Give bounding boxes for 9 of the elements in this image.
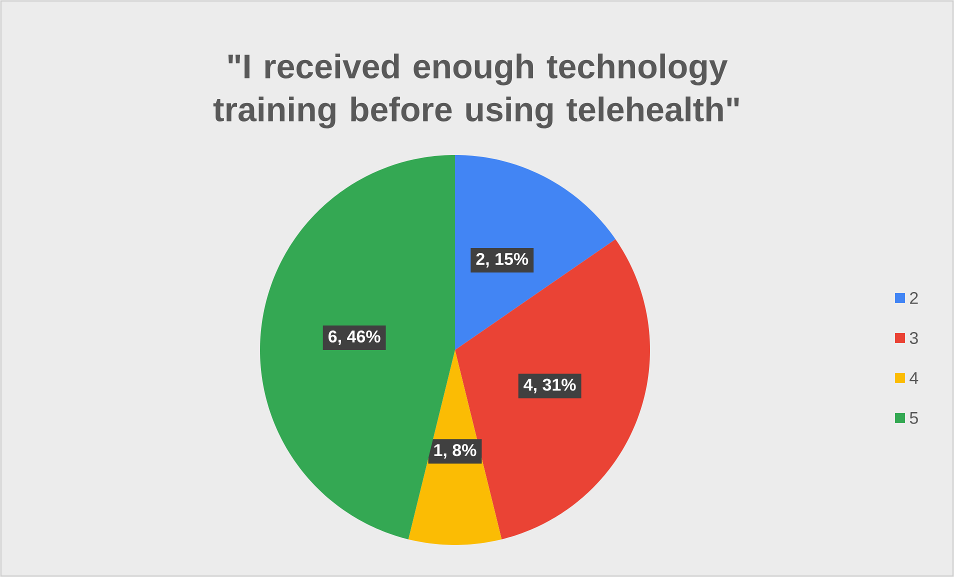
data-label: 6, 46% (328, 330, 380, 346)
legend-label: 2 (910, 292, 918, 304)
legend-label: 5 (910, 412, 918, 424)
chart-title: "I received enough technology training before using telehealth" (213, 54, 739, 128)
legend-label: 3 (910, 332, 918, 344)
legend-label: 4 (910, 372, 918, 384)
data-label: 1, 8% (434, 444, 476, 459)
data-label: 2, 15% (476, 252, 528, 268)
data-label: 4, 31% (524, 378, 576, 394)
